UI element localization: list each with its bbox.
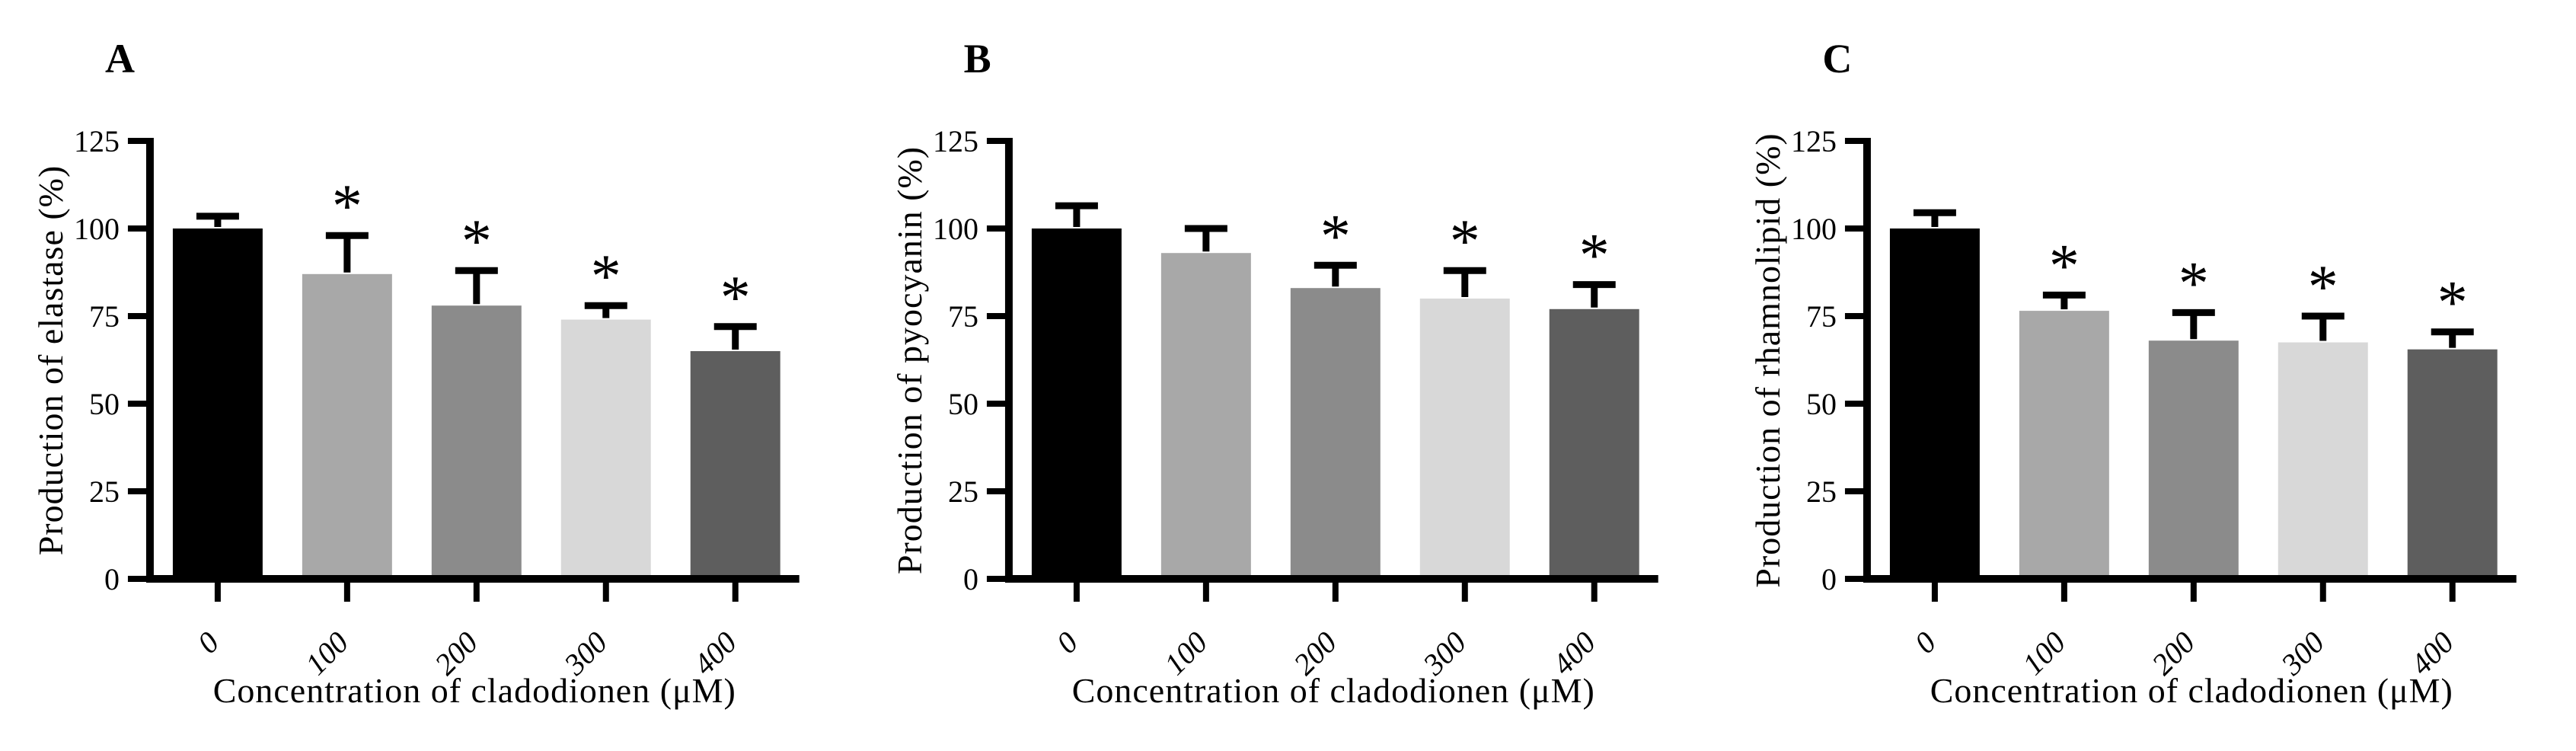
x-tick-label: 0 [1049,625,1084,660]
bar-300uM [2278,342,2369,579]
y-tick-label: 100 [74,212,120,246]
x-tick-label: 0 [190,625,225,660]
y-tick-label: 50 [948,387,978,421]
significance-asterisk: * [332,173,362,240]
y-axis-title: Production of pyocyanin (%) [890,146,929,574]
y-tick-label: 75 [948,299,978,334]
bar-100uM [302,273,392,579]
significance-asterisk: * [720,264,751,331]
significance-asterisk: * [1320,203,1351,270]
bar-0uM [172,228,263,579]
bar-300uM [560,319,651,579]
x-axis-title: Concentration of cladodionen (μM) [1930,671,2453,710]
y-tick-label: 125 [1791,124,1837,158]
significance-asterisk: * [2308,254,2338,321]
y-tick-label: 0 [1821,562,1837,596]
bar-200uM [1290,288,1381,579]
panel-label-b: B [963,36,991,81]
y-tick-label: 125 [74,124,120,158]
y-axis-title: Production of elastase (%) [31,165,70,556]
y-tick-label: 100 [1791,212,1837,246]
bar-200uM [2149,340,2239,579]
y-tick-label: 100 [933,212,978,246]
bar-400uM [1549,308,1639,579]
significance-asterisk: * [2437,270,2468,337]
y-tick-label: 25 [948,475,978,509]
bar-0uM [1031,228,1122,579]
y-tick-label: 25 [89,475,120,509]
y-tick-label: 50 [1806,387,1837,421]
significance-asterisk: * [461,208,492,275]
y-tick-label: 50 [89,387,120,421]
y-tick-label: 75 [89,299,120,334]
y-tick-label: 125 [933,124,978,158]
significance-asterisk: * [2049,232,2080,299]
x-axis-title: Concentration of cladodionen (μM) [1071,671,1594,710]
bar-300uM [1419,299,1510,579]
bar-200uM [431,305,522,579]
y-axis-title: Production of rhamnolipid (%) [1748,133,1787,587]
significance-asterisk: * [1578,222,1609,289]
bar-100uM [2019,311,2110,579]
bar-400uM [690,351,780,579]
x-axis-title: Concentration of cladodionen (μM) [213,671,736,710]
bar-100uM [1160,253,1251,579]
panel-c: C * * * * 0 25 50 75 100 125 0 100 200 300 400 Producti… [1717,0,2576,751]
y-tick-label: 0 [104,562,120,596]
panel-b: B * * * 0 25 50 75 100 125 0 100 200 300 400 Productio… [859,0,1718,751]
significance-asterisk: * [1449,208,1480,275]
y-tick-label: 75 [1806,299,1837,334]
significance-asterisk: * [2179,250,2209,317]
bar-0uM [1890,228,1981,579]
panel-label-a: A [105,36,135,81]
significance-asterisk: * [591,243,621,310]
panel-label-c: C [1822,36,1853,81]
panel-a: A * * * * 0 25 50 75 100 125 0 100 200 300 400 Producti… [0,0,859,751]
y-tick-label: 25 [1806,475,1837,509]
bar-400uM [2408,349,2498,579]
x-tick-label: 0 [1908,625,1943,660]
y-tick-label: 0 [963,562,978,596]
